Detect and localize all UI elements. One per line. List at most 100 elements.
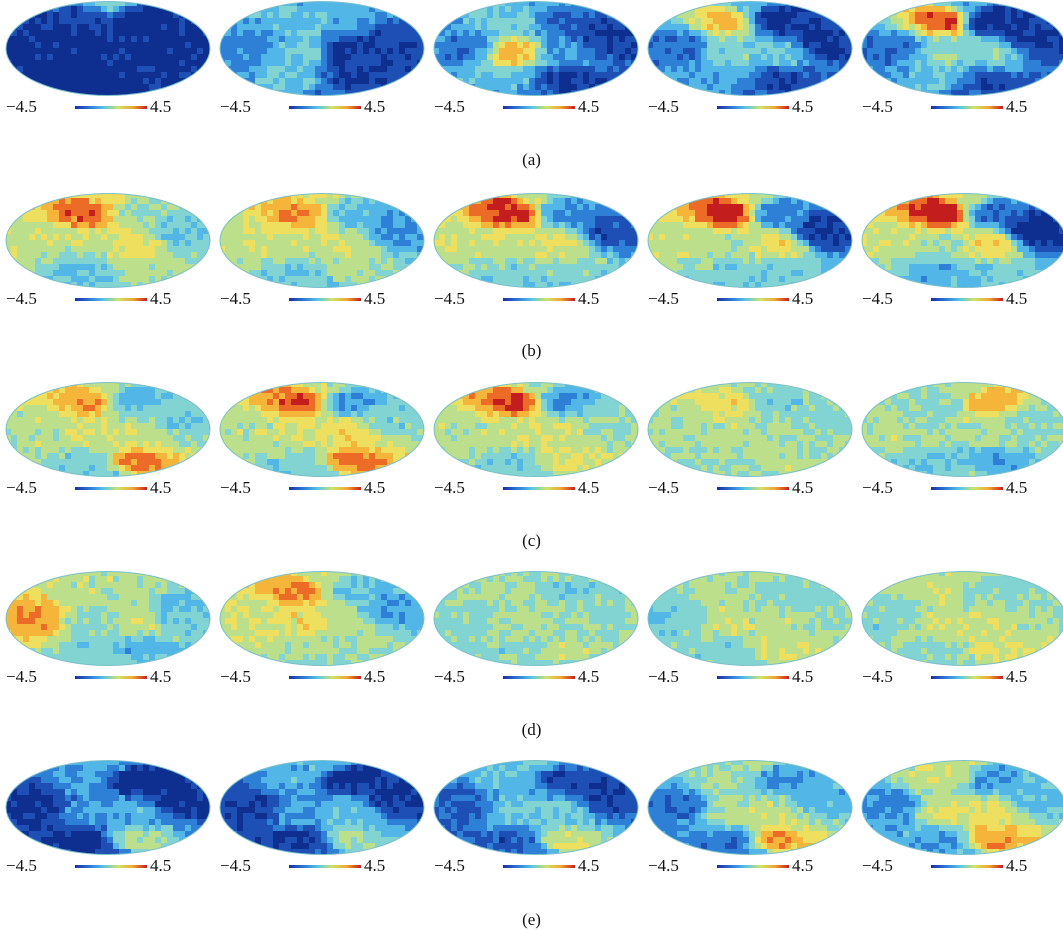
map-outline <box>5 1 211 96</box>
colorbar-min-label: −4.5 <box>648 667 679 686</box>
colorbar-min-label: −4.5 <box>862 289 893 308</box>
colorbar-gradient <box>75 865 147 868</box>
row-caption: (d) <box>521 720 542 739</box>
colorbar-gradient <box>289 676 361 679</box>
colorbar-max-label: 4.5 <box>364 289 386 308</box>
colorbar-gradient <box>503 865 575 868</box>
colorbar-min-label: −4.5 <box>220 97 251 116</box>
colorbar-max-label: 4.5 <box>792 856 814 875</box>
colorbar-gradient <box>503 487 575 490</box>
colorbar-max-label: 4.5 <box>364 856 386 875</box>
mollweide-map-panel: −4.5 4.5 <box>861 381 1063 501</box>
colorbar-max-label: 4.5 <box>1006 97 1028 116</box>
colorbar-min-label: −4.5 <box>6 667 37 686</box>
mollweide-map-panel: −4.5 4.5 <box>861 759 1063 879</box>
colorbar-gradient <box>717 106 789 109</box>
map-outline <box>5 382 211 477</box>
colorbar-max-label: 4.5 <box>1006 289 1028 308</box>
map-outline <box>647 382 853 477</box>
colorbar-max-label: 4.5 <box>150 478 172 497</box>
colorbar: −4.5 4.5 <box>5 667 211 687</box>
colorbar-min-label: −4.5 <box>648 856 679 875</box>
colorbar-gradient <box>75 487 147 490</box>
map-outline <box>219 193 425 288</box>
map-outline <box>433 193 639 288</box>
map-outline <box>5 760 211 855</box>
mollweide-map-panel: −4.5 4.5 <box>861 192 1063 312</box>
colorbar: −4.5 4.5 <box>5 97 211 117</box>
mollweide-map <box>219 571 425 666</box>
colorbar-min-label: −4.5 <box>648 478 679 497</box>
colorbar-min-label: −4.5 <box>862 856 893 875</box>
colorbar-min-label: −4.5 <box>648 97 679 116</box>
colorbar: −4.5 4.5 <box>219 856 425 876</box>
colorbar-gradient <box>503 106 575 109</box>
colorbar-min-label: −4.5 <box>220 667 251 686</box>
colorbar-min-label: −4.5 <box>220 856 251 875</box>
colorbar-min-label: −4.5 <box>6 856 37 875</box>
map-row: −4.5 4.5 −4.5 4.5 −4.5 4.5 −4.5 4.5 −4.5 4.5 <box>0 759 1063 879</box>
colorbar-max-label: 4.5 <box>364 97 386 116</box>
colorbar-max-label: 4.5 <box>364 667 386 686</box>
colorbar: −4.5 4.5 <box>861 856 1063 876</box>
mollweide-map-panel: −4.5 4.5 <box>219 381 425 501</box>
colorbar-min-label: −4.5 <box>648 289 679 308</box>
colorbar-max-label: 4.5 <box>364 478 386 497</box>
map-row: −4.5 4.5 −4.5 4.5 −4.5 4.5 −4.5 4.5 −4.5 4.5 <box>0 570 1063 690</box>
map-outline <box>219 382 425 477</box>
colorbar-min-label: −4.5 <box>6 289 37 308</box>
mollweide-map-panel: −4.5 4.5 <box>5 0 211 120</box>
map-outline <box>647 760 853 855</box>
map-outline <box>5 571 211 666</box>
mollweide-map <box>647 1 853 96</box>
colorbar: −4.5 4.5 <box>433 856 639 876</box>
mollweide-map <box>5 1 211 96</box>
mollweide-map-panel: −4.5 4.5 <box>647 192 853 312</box>
mollweide-map <box>647 382 853 477</box>
colorbar: −4.5 4.5 <box>433 97 639 117</box>
colorbar: −4.5 4.5 <box>647 667 853 687</box>
colorbar-gradient <box>717 298 789 301</box>
mollweide-map <box>861 760 1063 855</box>
colorbar-gradient <box>931 487 1003 490</box>
colorbar: −4.5 4.5 <box>647 856 853 876</box>
colorbar-gradient <box>289 865 361 868</box>
colorbar: −4.5 4.5 <box>861 289 1063 309</box>
colorbar-min-label: −4.5 <box>862 667 893 686</box>
map-outline <box>219 760 425 855</box>
mollweide-map-panel: −4.5 4.5 <box>861 570 1063 690</box>
colorbar-min-label: −4.5 <box>862 97 893 116</box>
colorbar: −4.5 4.5 <box>5 289 211 309</box>
mollweide-map <box>647 760 853 855</box>
colorbar: −4.5 4.5 <box>5 856 211 876</box>
colorbar-gradient <box>717 676 789 679</box>
colorbar-max-label: 4.5 <box>792 667 814 686</box>
row-caption: (e) <box>522 910 541 929</box>
colorbar-min-label: −4.5 <box>6 97 37 116</box>
row-caption: (b) <box>521 341 542 360</box>
map-outline <box>219 1 425 96</box>
colorbar-max-label: 4.5 <box>1006 478 1028 497</box>
colorbar: −4.5 4.5 <box>647 478 853 498</box>
colorbar-gradient <box>289 106 361 109</box>
mollweide-map-panel: −4.5 4.5 <box>861 0 1063 120</box>
colorbar-max-label: 4.5 <box>578 97 600 116</box>
colorbar-max-label: 4.5 <box>150 667 172 686</box>
colorbar-gradient <box>75 298 147 301</box>
mollweide-map-panel: −4.5 4.5 <box>433 381 639 501</box>
colorbar-max-label: 4.5 <box>578 289 600 308</box>
mollweide-map <box>219 760 425 855</box>
colorbar-max-label: 4.5 <box>150 289 172 308</box>
colorbar-gradient <box>931 865 1003 868</box>
colorbar-max-label: 4.5 <box>150 97 172 116</box>
mollweide-map-panel: −4.5 4.5 <box>647 759 853 879</box>
map-outline <box>861 382 1063 477</box>
colorbar-gradient <box>931 298 1003 301</box>
mollweide-map <box>219 382 425 477</box>
row-caption: (c) <box>522 531 541 550</box>
colorbar: −4.5 4.5 <box>219 97 425 117</box>
mollweide-map <box>861 382 1063 477</box>
map-outline <box>861 571 1063 666</box>
mollweide-map <box>5 571 211 666</box>
colorbar-gradient <box>503 676 575 679</box>
